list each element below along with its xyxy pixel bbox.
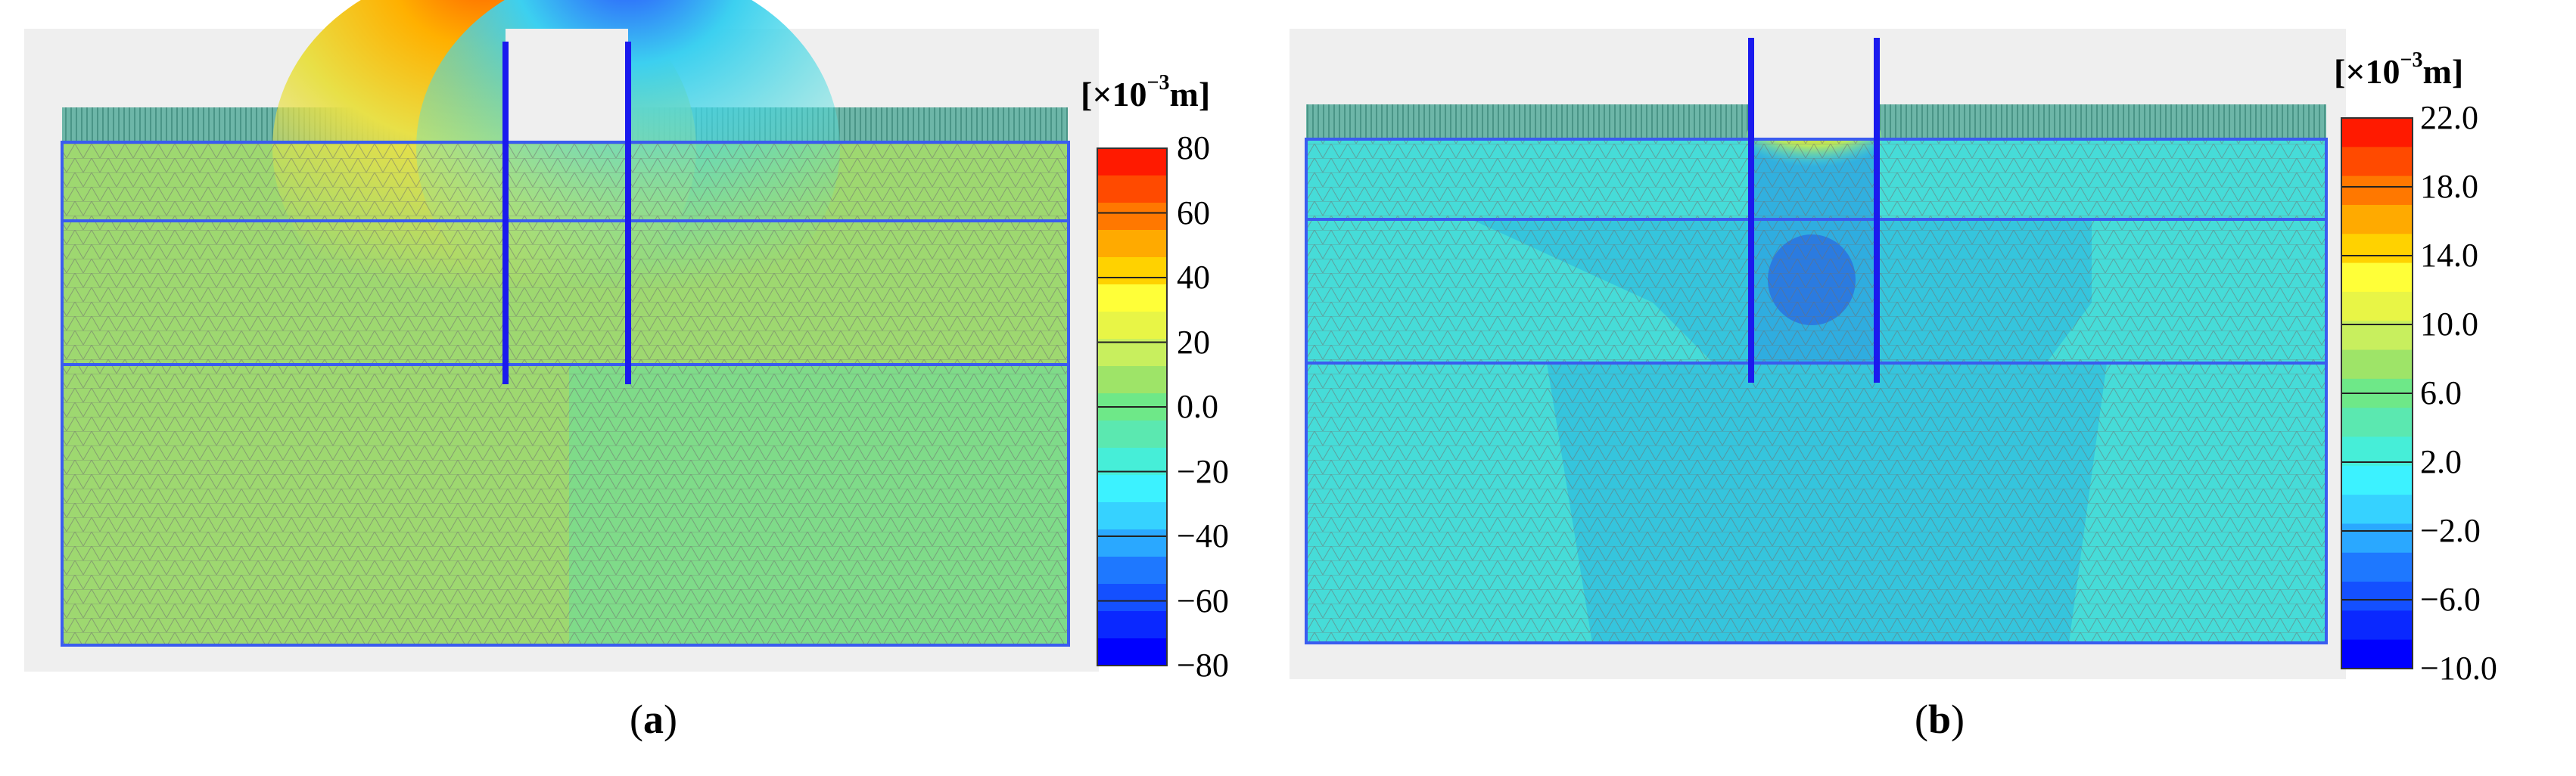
excavation: [506, 29, 628, 142]
colorbar-frame: [1097, 147, 1168, 666]
colorbar-band: [2341, 465, 2413, 495]
subfigure-label-a: (a): [630, 697, 677, 742]
colorbar-band: [1097, 611, 1167, 639]
colorbar-band: [2341, 321, 2413, 351]
subfigure-label-b: (b): [1915, 697, 1965, 742]
colorbar-tick-label: −40: [1177, 517, 1229, 554]
colorbar-band: [2341, 552, 2413, 582]
colorbar-band: [1097, 584, 1167, 612]
colorbar-band: [2341, 147, 2413, 177]
colorbar-band: [1097, 148, 1167, 176]
colorbar-band: [2341, 610, 2413, 641]
colorbar-band: [2341, 175, 2413, 206]
contour-plot-a: [24, 0, 1168, 672]
colorbar-band: [1097, 475, 1167, 503]
colorbar-band: [2341, 408, 2413, 437]
colorbar-band: [2341, 204, 2413, 234]
colorbar-tick-label: −10.0: [2420, 650, 2497, 687]
colorbar-band: [1097, 421, 1167, 449]
colorbar-band: [2341, 582, 2413, 611]
colorbar-band: [2341, 291, 2413, 321]
colorbar-tick-label: 2.0: [2420, 443, 2462, 480]
legend-unit-a: [×10−3m]: [1081, 70, 1211, 113]
colorbar-band: [2341, 118, 2413, 147]
colorbar-tick-label: 6.0: [2420, 374, 2462, 411]
colorbar-band: [1097, 339, 1167, 367]
colorbar-band: [1097, 175, 1167, 203]
colorbar-tick-label: 40: [1177, 259, 1210, 296]
colorbar-band: [1097, 312, 1167, 340]
colorbar-band: [2341, 436, 2413, 467]
colorbar-band: [2341, 495, 2413, 524]
colorbar-tick-label: 14.0: [2420, 237, 2478, 274]
colorbar-b: [2341, 117, 2413, 669]
colorbar-frame: [2341, 117, 2413, 669]
colorbar-band: [2341, 639, 2413, 669]
colorbar-tick-label: −20: [1177, 452, 1229, 490]
colorbar-band: [1097, 502, 1167, 530]
colorbar-tick-label: 80: [1177, 129, 1210, 166]
ground-surface: [1306, 104, 1748, 139]
colorbar-tick-label: −2.0: [2420, 512, 2481, 549]
colorbar-band: [1097, 366, 1167, 394]
colorbar-a: [1097, 147, 1168, 666]
colorbar-band: [1097, 284, 1167, 312]
colorbar-band: [2341, 349, 2413, 380]
colorbar-tick-label: 10.0: [2420, 306, 2478, 343]
colorbar-tick-label: −60: [1177, 582, 1229, 619]
colorbar-band: [2341, 523, 2413, 554]
ground-surface: [1880, 104, 2326, 139]
colorbar-band: [1097, 203, 1167, 231]
panel-a: [×10−3m] 80 60 40 20 0.0 −20 −40 −60 −80 (a): [0, 0, 1286, 776]
colorbar-band: [1097, 448, 1167, 476]
colorbar-band: [1097, 557, 1167, 585]
colorbar-band: [2341, 262, 2413, 293]
excavation: [1754, 29, 1878, 139]
panel-b: [×10−3m] 22.0 18.0 14.0 10.0 6.0 2.0 −2.0 −6.0 −…: [1290, 0, 2576, 776]
colorbar-band: [1097, 257, 1167, 285]
contour-plot-b: [1290, 29, 2413, 679]
colorbar-band: [1097, 230, 1167, 258]
colorbar-band: [1097, 638, 1167, 666]
colorbar-band: [1097, 529, 1167, 557]
colorbar-tick-label: 22.0: [2420, 99, 2478, 136]
colorbar-tick-label: 18.0: [2420, 168, 2478, 205]
colorbar-tick-label: −80: [1177, 647, 1229, 684]
colorbar-tick-label: 60: [1177, 194, 1210, 231]
colorbar-band: [2341, 234, 2413, 264]
colorbar-tick-label: 0.0: [1177, 388, 1218, 425]
colorbar-tick-label: 20: [1177, 323, 1210, 361]
legend-unit-b: [×10−3m]: [2334, 48, 2464, 91]
colorbar-tick-label: −6.0: [2420, 581, 2481, 618]
